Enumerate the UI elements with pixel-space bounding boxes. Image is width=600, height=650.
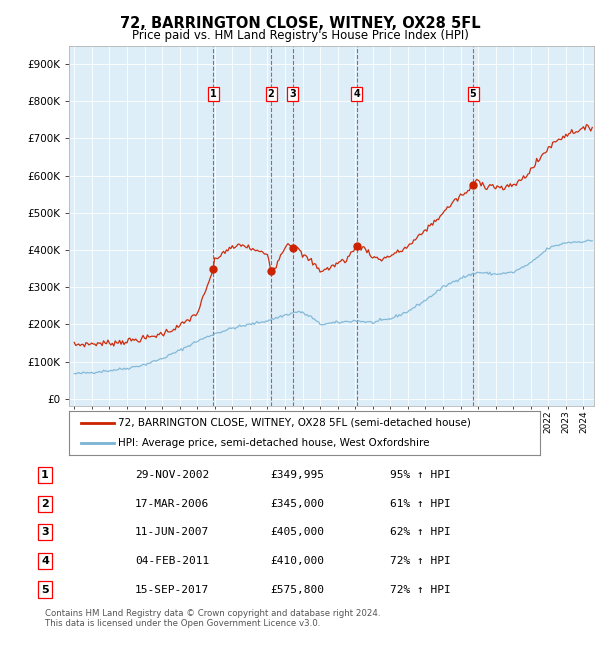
Text: 5: 5: [470, 89, 476, 99]
Text: 11-JUN-2007: 11-JUN-2007: [135, 527, 209, 538]
Text: 1: 1: [210, 89, 217, 99]
Text: 62% ↑ HPI: 62% ↑ HPI: [390, 527, 451, 538]
Text: 61% ↑ HPI: 61% ↑ HPI: [390, 499, 451, 509]
Text: 72% ↑ HPI: 72% ↑ HPI: [390, 556, 451, 566]
Text: £405,000: £405,000: [270, 527, 324, 538]
Text: 4: 4: [353, 89, 360, 99]
Text: 4: 4: [41, 556, 49, 566]
Text: 72, BARRINGTON CLOSE, WITNEY, OX28 5FL (semi-detached house): 72, BARRINGTON CLOSE, WITNEY, OX28 5FL (…: [118, 418, 472, 428]
Text: HPI: Average price, semi-detached house, West Oxfordshire: HPI: Average price, semi-detached house,…: [118, 438, 430, 448]
Text: £345,000: £345,000: [270, 499, 324, 509]
Text: £349,995: £349,995: [270, 470, 324, 480]
Text: £410,000: £410,000: [270, 556, 324, 566]
Text: 72% ↑ HPI: 72% ↑ HPI: [390, 584, 451, 595]
Text: 2: 2: [41, 499, 49, 509]
Text: 17-MAR-2006: 17-MAR-2006: [135, 499, 209, 509]
Text: Contains HM Land Registry data © Crown copyright and database right 2024.
This d: Contains HM Land Registry data © Crown c…: [45, 609, 380, 629]
Text: Price paid vs. HM Land Registry's House Price Index (HPI): Price paid vs. HM Land Registry's House …: [131, 29, 469, 42]
Text: 1: 1: [41, 470, 49, 480]
Text: 95% ↑ HPI: 95% ↑ HPI: [390, 470, 451, 480]
Text: 2: 2: [268, 89, 274, 99]
Text: 3: 3: [41, 527, 49, 538]
Text: £575,800: £575,800: [270, 584, 324, 595]
Text: 5: 5: [41, 584, 49, 595]
Text: 3: 3: [289, 89, 296, 99]
Text: 29-NOV-2002: 29-NOV-2002: [135, 470, 209, 480]
Text: 72, BARRINGTON CLOSE, WITNEY, OX28 5FL: 72, BARRINGTON CLOSE, WITNEY, OX28 5FL: [119, 16, 481, 31]
Text: 15-SEP-2017: 15-SEP-2017: [135, 584, 209, 595]
Text: 04-FEB-2011: 04-FEB-2011: [135, 556, 209, 566]
